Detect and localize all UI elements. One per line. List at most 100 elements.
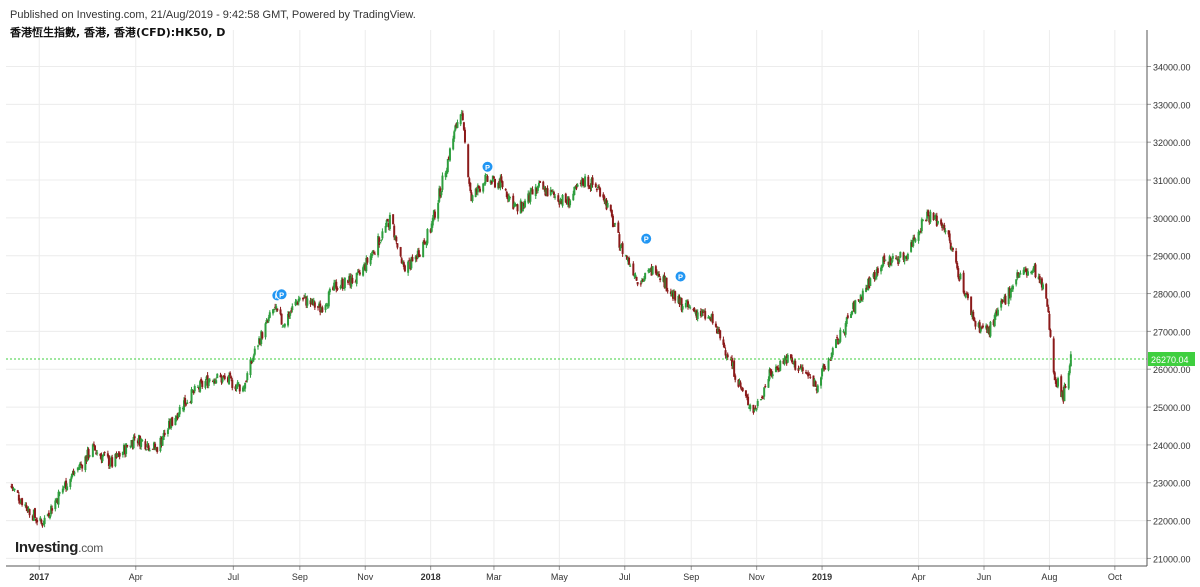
candle — [152, 441, 155, 451]
candle — [501, 180, 504, 190]
candle — [838, 339, 841, 344]
candle-body — [326, 304, 329, 306]
candle — [169, 418, 172, 429]
candle — [467, 143, 470, 178]
candle — [253, 346, 256, 357]
candle — [131, 439, 134, 450]
candle-body — [186, 402, 189, 404]
candle — [639, 280, 642, 287]
candle — [446, 158, 449, 174]
candle — [861, 288, 864, 303]
x-tick-label: 2017 — [29, 572, 49, 582]
candle — [730, 355, 733, 369]
candle — [704, 308, 707, 321]
candle — [981, 323, 984, 329]
candle — [101, 454, 104, 463]
candle-body — [423, 240, 426, 244]
candle-body — [782, 360, 785, 364]
candle — [537, 180, 540, 189]
candle — [581, 177, 584, 187]
candle-body — [814, 381, 817, 387]
candle-body — [666, 290, 669, 292]
candle-body — [973, 317, 976, 322]
candle-body — [456, 122, 459, 128]
candle-body — [662, 276, 665, 282]
candle — [951, 247, 954, 253]
candle — [221, 375, 224, 384]
candle-body — [288, 311, 291, 317]
candle-body — [408, 260, 411, 262]
x-tick-label: Jun — [977, 572, 992, 582]
candle-body — [639, 283, 642, 285]
candle — [252, 353, 255, 362]
candle-body — [658, 273, 661, 277]
marker-p-icon: P — [674, 270, 687, 283]
candle-body — [891, 256, 894, 259]
candle — [897, 255, 900, 266]
candle-body — [1004, 295, 1007, 305]
candle — [629, 263, 632, 267]
candle — [109, 463, 112, 469]
candle — [754, 405, 757, 410]
candle-body — [985, 325, 988, 329]
candle-body — [609, 205, 612, 212]
candle-body — [1015, 279, 1018, 285]
candle — [39, 516, 42, 522]
candle-body — [190, 389, 193, 404]
candle-body — [110, 457, 113, 465]
candle — [995, 308, 998, 316]
candle — [57, 489, 60, 508]
candle — [84, 455, 87, 473]
candle — [228, 372, 231, 386]
candle — [192, 389, 195, 395]
candle — [186, 399, 189, 404]
candle — [550, 189, 553, 192]
candle — [714, 321, 717, 328]
candle-body — [703, 311, 706, 313]
y-tick-label: 32000.00 — [1153, 138, 1191, 148]
candle — [66, 483, 69, 491]
candle — [710, 313, 713, 322]
candle — [266, 319, 269, 323]
candle — [658, 271, 661, 278]
candle-body — [283, 323, 286, 327]
candle-body — [175, 415, 178, 420]
candle — [584, 173, 587, 188]
candle-body — [628, 257, 631, 265]
candle-body — [868, 277, 871, 288]
candle-body — [889, 258, 892, 265]
candle — [524, 198, 527, 209]
candle — [238, 384, 241, 394]
candle-body — [798, 368, 801, 370]
candle-body — [1045, 284, 1048, 299]
candle — [385, 218, 388, 228]
candle-body — [65, 480, 68, 490]
candle — [565, 199, 568, 205]
candle-body — [193, 386, 196, 392]
candle — [482, 183, 485, 194]
candle-body — [689, 307, 692, 309]
candle — [126, 444, 129, 448]
candle-body — [114, 454, 117, 467]
candle — [808, 372, 811, 376]
candle-body — [744, 390, 747, 396]
candle-body — [986, 325, 989, 333]
candle — [243, 385, 246, 392]
candle-body — [718, 329, 721, 333]
candle-body — [50, 506, 53, 515]
candle — [474, 187, 477, 198]
candle-body — [688, 305, 691, 307]
candle-body — [358, 272, 361, 275]
candle — [678, 294, 681, 308]
candle — [327, 290, 330, 309]
candle-body — [1019, 273, 1022, 275]
candle — [928, 215, 931, 225]
candle-body — [641, 278, 644, 282]
candle — [279, 306, 282, 316]
candle-body — [839, 329, 842, 342]
candle-body — [245, 380, 248, 382]
candle — [662, 274, 665, 283]
candle-body — [978, 322, 981, 333]
candle-body — [87, 449, 90, 459]
